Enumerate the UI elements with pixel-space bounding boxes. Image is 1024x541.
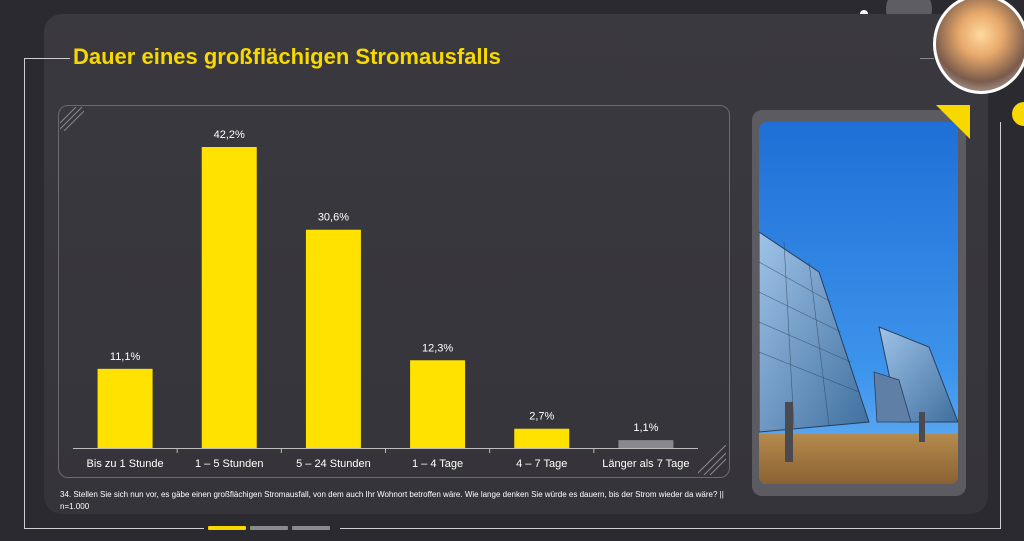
page-title: Dauer eines großflächigen Stromausfalls [73, 44, 501, 69]
bar-2 [305, 229, 361, 448]
frame-line-top-left [24, 58, 70, 59]
frame-line-bottom-right [340, 528, 1001, 529]
yellow-circle-decoration [1012, 102, 1024, 126]
chart-panel [58, 105, 730, 478]
bar-4 [514, 428, 570, 448]
corner-triangle-decoration [936, 105, 970, 139]
bar-3 [410, 360, 466, 448]
bar-value-label-5: 1,1% [633, 422, 658, 434]
bar-value-label-4: 2,7% [529, 411, 554, 423]
bar-value-label-1: 42,2% [214, 129, 245, 141]
category-label-5: Länger als 7 Tage [602, 458, 689, 470]
progress-segment-2 [250, 526, 288, 530]
footnote: 34. Stellen Sie sich nun vor, es gäbe ei… [60, 490, 724, 511]
solar-panels-photo [759, 122, 958, 484]
lightbulb-avatar-image [933, 0, 1024, 94]
bar-5 [618, 440, 674, 448]
category-label-4: 4 – 7 Tage [516, 458, 567, 470]
category-label-2: 5 – 24 Stunden [296, 458, 371, 470]
category-label-1: 1 – 5 Stunden [195, 458, 264, 470]
bar-0 [97, 368, 153, 448]
hatch-decoration-top-left [60, 107, 84, 131]
category-label-3: 1 – 4 Tage [412, 458, 463, 470]
frame-line-right [1000, 122, 1001, 528]
frame-line-bottom [24, 528, 204, 529]
progress-segment-3 [292, 526, 330, 530]
progress-segment-1 [208, 526, 246, 530]
bar-value-label-3: 12,3% [422, 342, 453, 354]
hatch-decoration-bottom-right [698, 445, 726, 475]
category-label-0: Bis zu 1 Stunde [87, 458, 164, 470]
avatar-connector-line [920, 58, 934, 59]
bar-value-label-0: 11,1% [110, 351, 141, 363]
bar-1 [201, 147, 257, 448]
bar-value-label-2: 30,6% [318, 212, 349, 224]
frame-line-left [24, 58, 25, 528]
